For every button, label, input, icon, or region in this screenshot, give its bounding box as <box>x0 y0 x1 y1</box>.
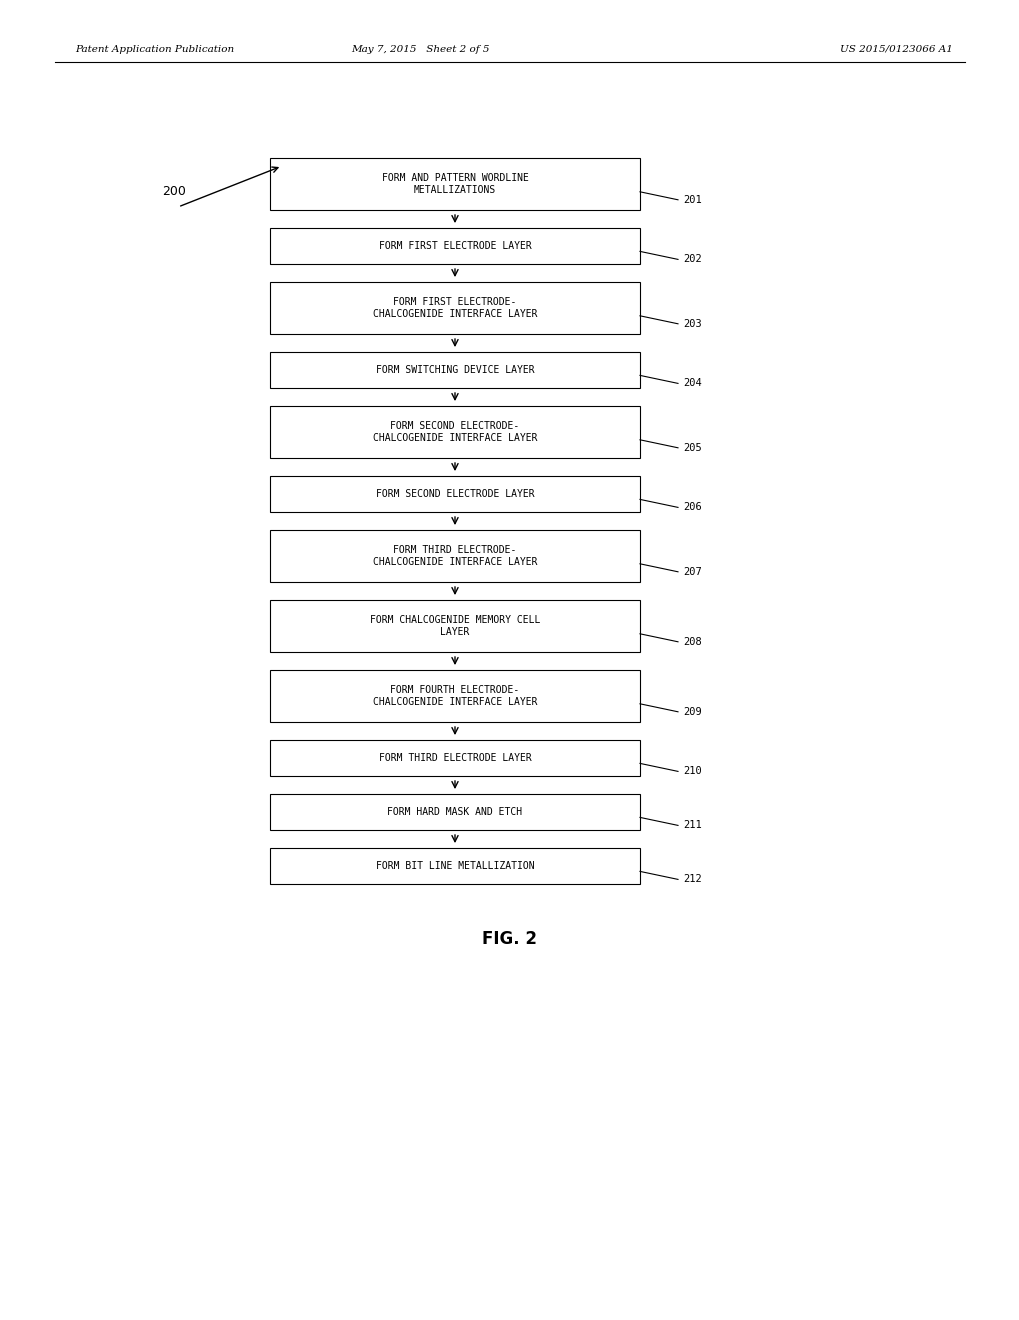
Text: 204: 204 <box>683 379 701 388</box>
Text: FORM FOURTH ELECTRODE-
CHALCOGENIDE INTERFACE LAYER: FORM FOURTH ELECTRODE- CHALCOGENIDE INTE… <box>372 685 537 708</box>
Bar <box>270 671 639 722</box>
Bar <box>270 158 639 210</box>
Bar <box>270 407 639 458</box>
Bar <box>270 228 639 264</box>
Text: 207: 207 <box>683 566 701 577</box>
Text: 208: 208 <box>683 636 701 647</box>
Text: 211: 211 <box>683 821 701 830</box>
Text: US 2015/0123066 A1: US 2015/0123066 A1 <box>840 45 952 54</box>
Text: Patent Application Publication: Patent Application Publication <box>75 45 234 54</box>
Bar <box>270 282 639 334</box>
Text: FORM THIRD ELECTRODE LAYER: FORM THIRD ELECTRODE LAYER <box>378 752 531 763</box>
Bar <box>270 741 639 776</box>
Text: 201: 201 <box>683 195 701 205</box>
Text: 200: 200 <box>162 185 185 198</box>
Text: 203: 203 <box>683 319 701 329</box>
Text: FORM CHALCOGENIDE MEMORY CELL
LAYER: FORM CHALCOGENIDE MEMORY CELL LAYER <box>370 615 540 638</box>
Text: FORM BIT LINE METALLIZATION: FORM BIT LINE METALLIZATION <box>375 861 534 871</box>
Text: 206: 206 <box>683 503 701 512</box>
Text: FORM THIRD ELECTRODE-
CHALCOGENIDE INTERFACE LAYER: FORM THIRD ELECTRODE- CHALCOGENIDE INTER… <box>372 545 537 568</box>
Text: FORM SECOND ELECTRODE-
CHALCOGENIDE INTERFACE LAYER: FORM SECOND ELECTRODE- CHALCOGENIDE INTE… <box>372 421 537 444</box>
Bar <box>270 847 639 884</box>
Text: 202: 202 <box>683 255 701 264</box>
Text: FORM AND PATTERN WORDLINE
METALLIZATIONS: FORM AND PATTERN WORDLINE METALLIZATIONS <box>381 173 528 195</box>
Text: 210: 210 <box>683 767 701 776</box>
Bar <box>270 352 639 388</box>
Text: 212: 212 <box>683 874 701 884</box>
Text: FORM FIRST ELECTRODE LAYER: FORM FIRST ELECTRODE LAYER <box>378 242 531 251</box>
Bar <box>270 531 639 582</box>
Text: FORM FIRST ELECTRODE-
CHALCOGENIDE INTERFACE LAYER: FORM FIRST ELECTRODE- CHALCOGENIDE INTER… <box>372 297 537 319</box>
Text: 205: 205 <box>683 442 701 453</box>
Text: 209: 209 <box>683 706 701 717</box>
Bar <box>270 477 639 512</box>
Text: FORM SECOND ELECTRODE LAYER: FORM SECOND ELECTRODE LAYER <box>375 488 534 499</box>
Text: FORM HARD MASK AND ETCH: FORM HARD MASK AND ETCH <box>387 807 522 817</box>
Text: May 7, 2015   Sheet 2 of 5: May 7, 2015 Sheet 2 of 5 <box>351 45 489 54</box>
Bar <box>270 795 639 830</box>
Bar <box>270 601 639 652</box>
Text: FIG. 2: FIG. 2 <box>482 931 537 948</box>
Text: FORM SWITCHING DEVICE LAYER: FORM SWITCHING DEVICE LAYER <box>375 366 534 375</box>
